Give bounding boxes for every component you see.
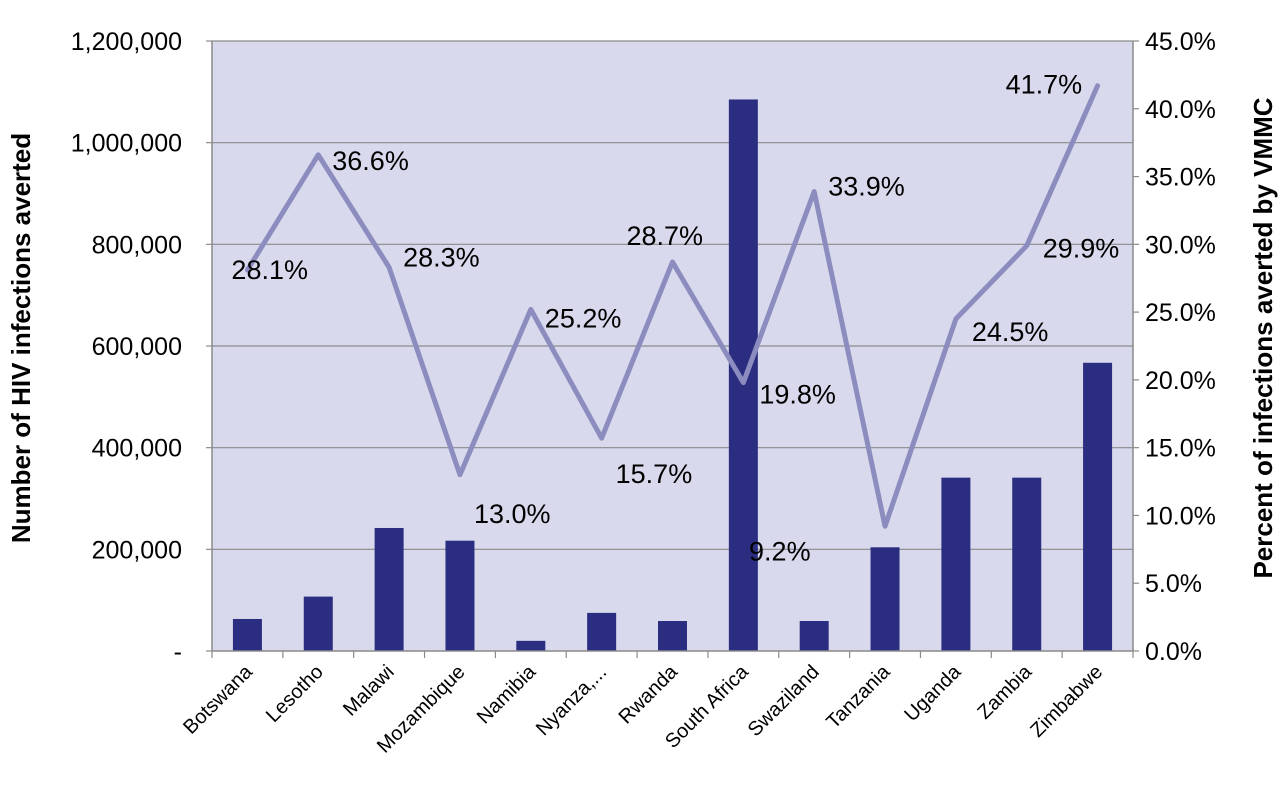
bar bbox=[658, 621, 687, 651]
bar bbox=[799, 621, 829, 651]
data-label: 13.0% bbox=[474, 499, 551, 529]
y2-tick-label: 40.0% bbox=[1145, 96, 1216, 124]
left-axis-ticks: - 200,000 400,000 600,000 800,000 1,000,000 1,… bbox=[71, 28, 212, 666]
y-tick-label: 200,000 bbox=[92, 536, 182, 564]
data-label: 15.7% bbox=[616, 459, 693, 489]
data-label: 29.9% bbox=[1043, 234, 1120, 264]
percent-line bbox=[244, 83, 1101, 529]
data-labels: 28.1% 36.6% 28.3% 13.0% 25.2% 15.7% 28.7% 19.8%… bbox=[231, 70, 1119, 567]
bar bbox=[303, 596, 333, 651]
bar-series bbox=[232, 99, 1113, 652]
data-label: 24.5% bbox=[972, 317, 1049, 347]
x-tick-label: Tanzania bbox=[822, 660, 895, 733]
y2-tick-label: 20.0% bbox=[1145, 367, 1216, 395]
x-tick-label: Zimbabwe bbox=[1026, 661, 1107, 742]
right-axis-ticks: 0.0% 5.0% 10.0% 15.0% 20.0% 25.0% 30.0% 35.0% 40… bbox=[1133, 28, 1216, 666]
data-label: 41.7% bbox=[1006, 70, 1083, 100]
bar bbox=[232, 618, 262, 651]
bar bbox=[870, 547, 900, 651]
data-label: 33.9% bbox=[828, 171, 905, 201]
gridlines bbox=[212, 40, 1133, 550]
y2-tick-label: 10.0% bbox=[1145, 502, 1216, 530]
x-tick-label: Uganda bbox=[900, 660, 966, 726]
y2-tick-label: 5.0% bbox=[1145, 570, 1202, 598]
x-tick-label: Namibia bbox=[473, 660, 541, 728]
x-tick-label: Malawi bbox=[339, 661, 399, 721]
y2-tick-label: 30.0% bbox=[1145, 231, 1216, 259]
y2-tick-label: 15.0% bbox=[1145, 435, 1216, 463]
right-axis-title: Percent of infections averted by VMMC bbox=[1248, 97, 1278, 578]
bar bbox=[1012, 477, 1042, 651]
y-tick-label: 400,000 bbox=[92, 435, 182, 463]
bar bbox=[587, 612, 617, 651]
data-label: 19.8% bbox=[759, 380, 836, 410]
x-tick-label: Rwanda bbox=[615, 660, 683, 728]
y2-tick-label: 35.0% bbox=[1145, 164, 1216, 192]
data-label: 9.2% bbox=[749, 536, 811, 566]
y2-tick-label: 45.0% bbox=[1145, 28, 1216, 56]
y-tick-label: 600,000 bbox=[92, 333, 182, 361]
y-tick-label: 1,200,000 bbox=[71, 28, 182, 56]
y-tick-label: - bbox=[174, 638, 182, 666]
x-tick-label: Lesotho bbox=[262, 661, 328, 727]
x-tick-label: Botswana bbox=[179, 660, 257, 738]
data-label: 36.6% bbox=[332, 146, 409, 176]
left-axis-title: Number of HIV infections averted bbox=[6, 133, 36, 543]
bar bbox=[445, 540, 475, 651]
y2-tick-label: 0.0% bbox=[1145, 638, 1202, 666]
x-tick-label: Zambia bbox=[974, 660, 1037, 723]
data-label: 28.1% bbox=[231, 255, 308, 285]
bar bbox=[941, 477, 971, 651]
data-label: 25.2% bbox=[545, 303, 622, 333]
bar bbox=[374, 527, 404, 651]
line-series bbox=[244, 83, 1101, 529]
bar bbox=[1083, 362, 1113, 651]
data-label: 28.7% bbox=[627, 221, 704, 251]
y-tick-label: 1,000,000 bbox=[71, 130, 182, 158]
y-tick-label: 800,000 bbox=[92, 231, 182, 259]
x-tick-label: Nyanza,... bbox=[532, 661, 611, 740]
data-label: 28.3% bbox=[403, 242, 480, 272]
x-tick-label: Swaziland bbox=[744, 661, 824, 741]
y2-tick-label: 25.0% bbox=[1145, 299, 1216, 327]
bar bbox=[516, 640, 546, 651]
bar bbox=[728, 99, 758, 652]
